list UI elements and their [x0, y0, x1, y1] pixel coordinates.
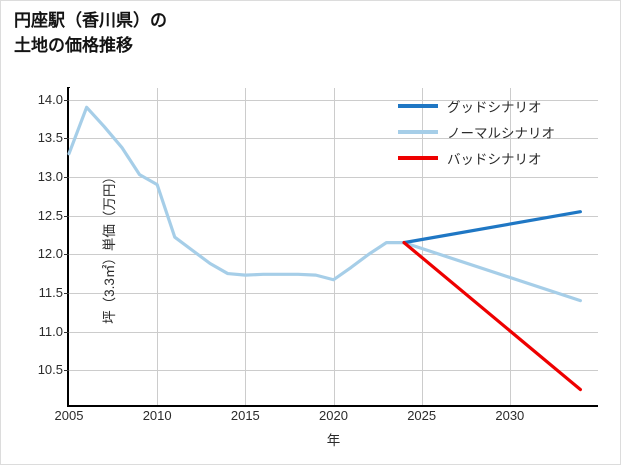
y-tick-label: 13.0	[37, 168, 63, 184]
legend-swatch-icon	[398, 130, 438, 134]
y-tick-label: 13.5	[37, 130, 63, 146]
y-tick-mark	[64, 254, 69, 256]
gridline-vertical	[157, 88, 159, 405]
gridline-vertical	[421, 88, 423, 405]
x-tick-label: 2020	[319, 408, 348, 423]
y-axis-spine	[67, 87, 70, 407]
chart-lines	[67, 105, 582, 392]
y-tick-mark	[64, 99, 69, 101]
y-tick-mark	[64, 292, 69, 294]
y-tick-label: 14.0	[37, 91, 63, 107]
page-title: 円座駅（香川県）の 土地の価格推移	[14, 11, 167, 55]
y-tick-label: 11.5	[38, 284, 63, 300]
legend-item-good-scenario[interactable]: グッドシナリオ	[398, 93, 608, 119]
legend-swatch-icon	[398, 156, 438, 160]
x-tick-label: 2010	[142, 408, 172, 423]
y-tick-label: 11.0	[38, 323, 63, 339]
gridline-vertical	[509, 88, 511, 405]
y-tick-label: 10.5	[37, 362, 63, 378]
series-line	[402, 241, 582, 392]
legend-label: ノーマルシナリオ	[447, 126, 555, 141]
x-tick-label: 2005	[54, 408, 84, 423]
y-tick-label: 12.0	[37, 246, 63, 262]
legend-label: グッドシナリオ	[447, 100, 542, 115]
y-tick-label: 12.5	[37, 207, 63, 223]
y-tick-mark	[64, 176, 69, 178]
x-tick-label: 2030	[495, 408, 525, 423]
legend-label: バッドシナリオ	[447, 152, 542, 167]
y-axis-label: 坪（3.3㎡）単価（万円）	[101, 169, 117, 324]
chart-legend: グッドシナリオ ノーマルシナリオ バッドシナリオ	[398, 93, 608, 171]
y-tick-mark	[64, 215, 69, 217]
x-axis-label: 年	[326, 433, 341, 448]
x-tick-label: 2025	[407, 408, 437, 423]
x-tick-label: 2015	[230, 408, 260, 423]
gridline-vertical	[245, 88, 247, 405]
legend-item-bad-scenario[interactable]: バッドシナリオ	[398, 145, 608, 171]
series-line	[67, 105, 582, 303]
legend-swatch-icon	[398, 104, 438, 108]
x-axis-spine	[67, 404, 598, 407]
gridline-vertical	[333, 88, 335, 405]
series-line	[402, 210, 582, 245]
legend-item-normal-scenario[interactable]: ノーマルシナリオ	[398, 119, 608, 145]
y-tick-mark	[64, 138, 69, 140]
y-tick-mark	[64, 370, 69, 372]
plot-area: 10.5 11.0 11.5 12.0 12.5 13.0 13.5 14.0 2005 201…	[38, 88, 598, 448]
y-tick-mark	[64, 331, 69, 333]
